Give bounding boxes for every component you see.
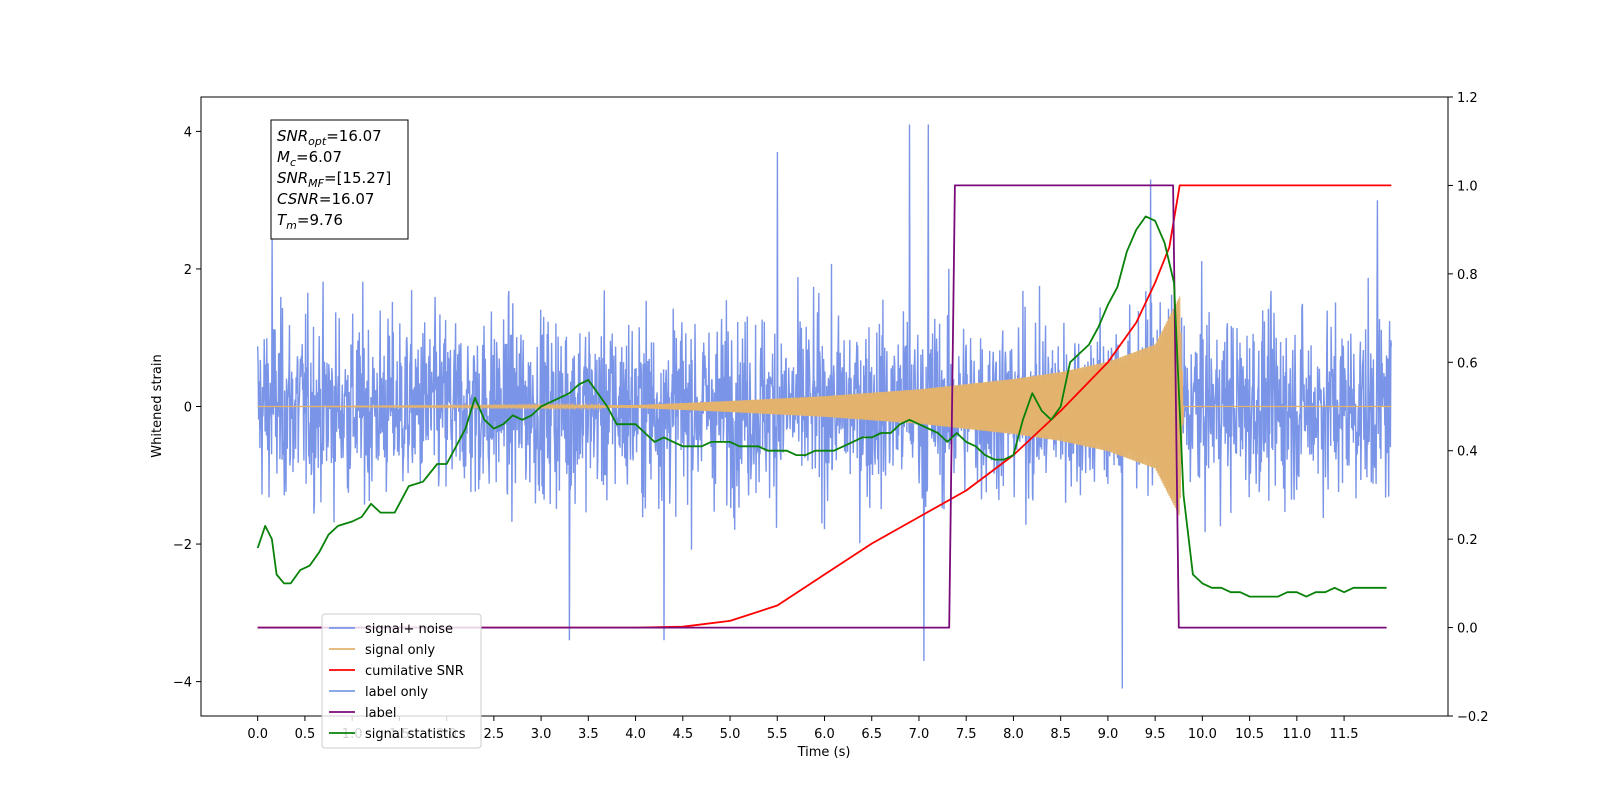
series-line-cumilative-snr bbox=[257, 184, 1392, 629]
x-tick-label: 11.5 bbox=[1330, 727, 1359, 742]
series-line-signal-noise bbox=[257, 124, 1392, 689]
y-right-tick-label: 0.2 bbox=[1457, 533, 1478, 548]
plot-area bbox=[256, 124, 1392, 689]
x-tick-label: 6.0 bbox=[814, 727, 835, 742]
y-left-tick-label: 2 bbox=[184, 263, 192, 278]
y-right-tick-label: 0.8 bbox=[1457, 268, 1478, 283]
x-tick-label: 3.5 bbox=[578, 727, 599, 742]
legend-label: label only bbox=[365, 685, 428, 700]
annotation-frame bbox=[270, 119, 409, 240]
series-line-label bbox=[257, 184, 1387, 629]
y-left-tick-label: −2 bbox=[173, 538, 192, 553]
x-tick-label: 4.0 bbox=[625, 727, 646, 742]
x-tick-label: 4.5 bbox=[672, 727, 693, 742]
y-left-tick-label: 0 bbox=[184, 401, 192, 416]
y-axis-label: Whitened strain bbox=[150, 354, 165, 457]
legend-label: cumilative SNR bbox=[365, 664, 464, 679]
y-axis-right: 1.2 1.0 0.8 0.6 0.4 0.2 0.0 −0.2 bbox=[1448, 91, 1489, 725]
y-axis-left: 4 2 0 −2 −4 bbox=[173, 125, 201, 691]
x-tick-label: 11.0 bbox=[1282, 727, 1311, 742]
legend-label: signal only bbox=[365, 643, 435, 658]
y-right-tick-label: −0.2 bbox=[1457, 710, 1489, 725]
x-tick-label: 5.5 bbox=[767, 727, 788, 742]
x-tick-label: 10.5 bbox=[1235, 727, 1264, 742]
series-line-signal-statistics bbox=[256, 215, 1387, 598]
y-left-tick-label: −4 bbox=[173, 676, 192, 691]
annotation-line: Mc=6.07 bbox=[277, 148, 342, 169]
x-tick-label: 0.5 bbox=[295, 727, 316, 742]
x-tick-label: 3.0 bbox=[531, 727, 552, 742]
x-tick-label: 8.0 bbox=[1003, 727, 1024, 742]
series-line-signal-only bbox=[257, 296, 1392, 516]
legend-label: label bbox=[365, 706, 396, 721]
x-tick-label: 10.0 bbox=[1188, 727, 1217, 742]
legend-label: signal+ noise bbox=[365, 622, 453, 637]
annotation-line: SNRopt=16.07 bbox=[277, 127, 382, 148]
y-right-tick-label: 1.2 bbox=[1457, 91, 1478, 106]
y-right-tick-label: 0.6 bbox=[1457, 356, 1478, 371]
legend-label: signal statistics bbox=[365, 727, 466, 742]
x-tick-label: 2.5 bbox=[484, 727, 505, 742]
x-tick-label: 0.0 bbox=[247, 727, 268, 742]
annotation-line: SNRMF=[15.27] bbox=[277, 169, 391, 190]
y-right-tick-label: 1.0 bbox=[1457, 179, 1478, 194]
x-tick-label: 8.5 bbox=[1050, 727, 1071, 742]
x-tick-label: 6.5 bbox=[861, 727, 882, 742]
legend-frame bbox=[321, 613, 482, 749]
y-left-tick-label: 4 bbox=[184, 125, 192, 140]
legend: signal+ noise signal only cumilative SNR la… bbox=[321, 613, 482, 749]
metrics-annotation-box: SNRopt=16.07Mc=6.07SNRMF=[15.27]CSNR=16.… bbox=[270, 119, 409, 240]
annotation-line: CSNR=16.07 bbox=[277, 190, 374, 208]
x-tick-label: 7.5 bbox=[956, 727, 977, 742]
x-tick-label: 7.0 bbox=[909, 727, 930, 742]
x-tick-label: 9.5 bbox=[1145, 727, 1166, 742]
x-tick-label: 9.0 bbox=[1098, 727, 1119, 742]
y-right-tick-label: 0.0 bbox=[1457, 622, 1478, 637]
x-axis-label: Time (s) bbox=[797, 745, 851, 760]
x-tick-label: 5.0 bbox=[720, 727, 741, 742]
y-right-tick-label: 0.4 bbox=[1457, 445, 1478, 460]
annotation-line: Tm=9.76 bbox=[277, 211, 343, 232]
